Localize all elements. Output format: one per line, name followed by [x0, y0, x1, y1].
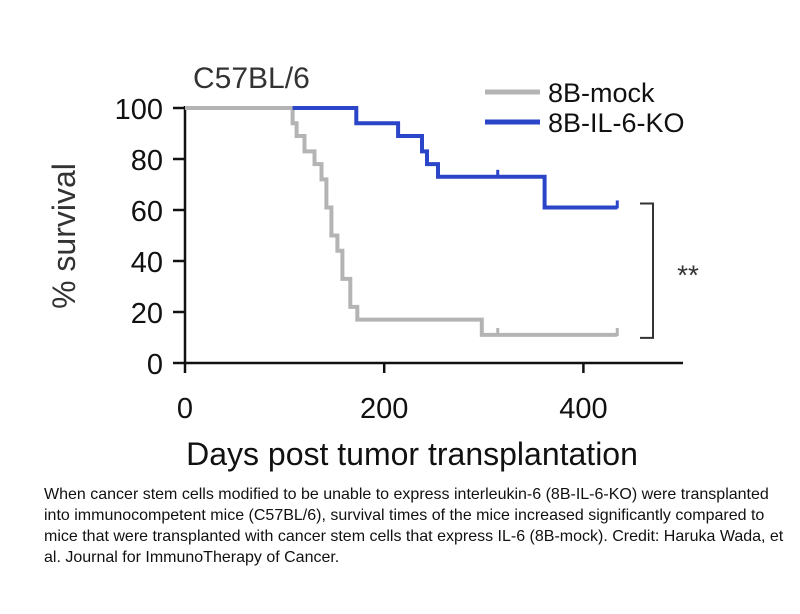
y-axis-label: % survival [46, 163, 82, 309]
x-tick-label: 200 [360, 393, 408, 425]
y-tick-label: 20 [131, 298, 163, 330]
x-tick-label: 0 [177, 393, 193, 425]
bracket-line [640, 202, 654, 339]
x-axis-label: Days post tumor transplantation [186, 436, 638, 472]
y-tick-label: 60 [131, 196, 163, 228]
y-tick-label: 40 [131, 247, 163, 279]
y-tick-label: 100 [115, 94, 163, 126]
y-tick-label: 0 [147, 349, 163, 381]
legend-label: 8B-IL-6-KO [548, 108, 685, 138]
legend-label: 8B-mock [548, 78, 655, 108]
series-line-2 [292, 106, 618, 210]
chart-title: C57BL/6 [193, 62, 310, 95]
x-tick-label: 400 [559, 393, 607, 425]
survival-chart: C57BL/6 % survival Days post tumor trans… [46, 62, 699, 472]
significance-bracket: ** [640, 202, 699, 339]
figure-caption: When cancer stem cells modified to be un… [44, 486, 784, 566]
axes: 0 20 40 60 80 100 0 200 400 [115, 94, 683, 425]
series-line-1 [185, 106, 618, 337]
plot-area [185, 106, 619, 337]
significance-label: ** [677, 260, 699, 291]
y-tick-label: 80 [131, 145, 163, 177]
